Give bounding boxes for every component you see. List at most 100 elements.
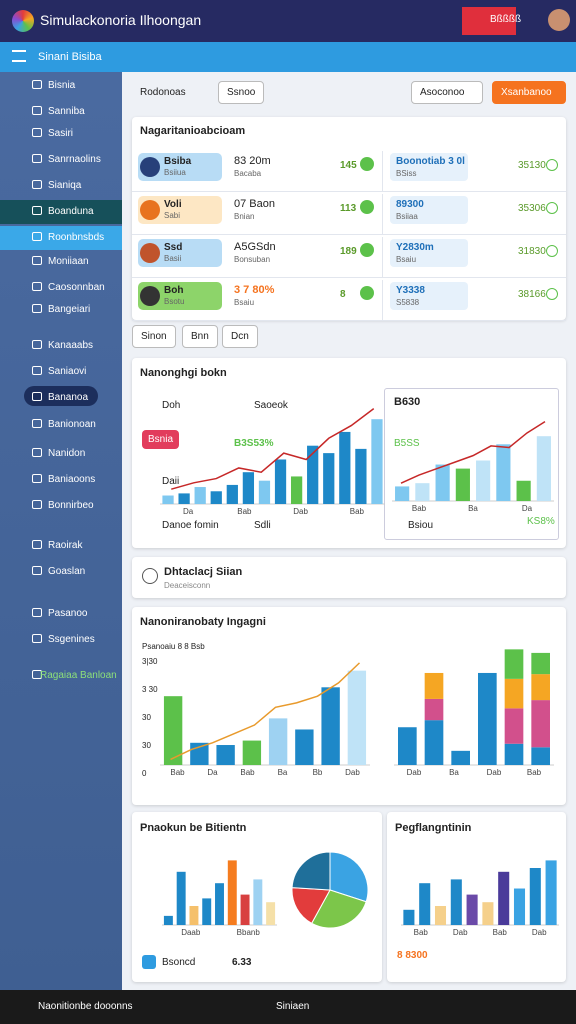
bar-segment [451,750,470,765]
toolbar-left[interactable]: Rodonoas [140,87,186,98]
bar [216,745,235,765]
row-right: Y3338 [396,285,425,296]
tab[interactable]: Bnn [182,325,218,348]
bar [242,472,255,504]
nav-icon [32,608,42,617]
nav-item[interactable]: Pasanoo [48,608,88,619]
y-tick-label: 3|30 [142,657,158,666]
nav-item[interactable]: Sanrnaolins [48,154,101,165]
pie-slice [291,851,331,891]
alert-label[interactable]: Bßßßß [490,14,522,25]
row-right-count: 38166 [518,289,546,300]
nav-item[interactable]: Bananoa [48,392,89,403]
bar [274,459,287,504]
bar [163,696,183,765]
bar [176,871,186,925]
toolbar-right-dropdown[interactable]: Asoconoo [411,81,483,104]
bar [516,480,531,501]
nav-item[interactable]: Moniiaan [48,256,89,267]
detail-title: Dhtaclacj Siian [164,566,243,578]
bar [268,718,288,765]
nav-item[interactable]: Banionoan [48,419,96,430]
radio[interactable] [142,568,158,584]
legend-item: Daii [162,476,180,487]
alert-button[interactable] [462,7,516,35]
nav-item[interactable]: Sasiri [48,128,74,139]
x-label: Dab [345,768,360,777]
nav-item[interactable]: Caosonnban [48,282,105,293]
nav-icon [32,340,42,349]
pie-chart [291,851,369,929]
avatar[interactable] [548,9,570,31]
bar [258,480,271,504]
row-value-sub: Bacaba [234,169,262,178]
row-status [546,159,558,171]
nav-icon [32,106,42,115]
bar [227,860,237,925]
row-sub: Bsotu [164,297,185,306]
insights-card: Nanoniranobaty Ingagni Psanoaiu 8 8 Bsb … [132,607,566,805]
nav-icon [32,670,42,679]
toolbar-dropdown[interactable]: Ssnoo [218,81,265,104]
card-title: Nanonghgi bokn [140,367,227,379]
overview-chart-right: Bab Ba Da [392,420,554,513]
bar [455,468,470,501]
nav-item[interactable]: Ssgenines [48,634,95,645]
trend-line [171,408,375,490]
overview-chart: Da Bab Dab Bab [160,408,385,516]
row-sub: Bsiiua [164,168,186,177]
bottom-right-chart: Bab Dab Bab Dab [401,860,559,937]
bar [529,868,541,925]
nav-item[interactable]: Baniaoons [48,474,96,485]
bar [482,902,494,925]
footer-center[interactable]: Siniaen [276,1001,310,1012]
bar-segment [504,743,524,765]
action-button[interactable]: Xsanbanoo [492,81,566,104]
nav-item[interactable]: Saniaovi [48,366,87,377]
nav-item[interactable]: Sianiqa [48,180,82,191]
nav-item[interactable]: Nanidon [48,448,86,459]
nav-item[interactable]: Ragaiaa Banloan [40,670,117,681]
nav-item[interactable]: Bisnia [48,80,76,91]
tab[interactable]: Sinon [132,325,176,348]
menu-icon[interactable] [12,50,26,62]
row-sub: Sabi [164,211,181,220]
bar [242,740,262,765]
x-label: Daab [181,928,201,937]
nav-item[interactable]: Bonnirbeo [48,500,94,511]
nav-item[interactable]: Sanniba [48,106,85,117]
tab[interactable]: Dcn [222,325,258,348]
sub-bar: Sinani Bisiba [0,42,576,72]
nav-icon [32,180,42,189]
stacked-chart: Dab Ba Dab Bab [394,649,554,777]
nav-item[interactable]: Raoirak [48,540,83,551]
nav-item[interactable]: Roonbnsbds [48,232,105,243]
row-badge [360,200,374,214]
bar [435,464,450,501]
nav-icon [32,80,42,89]
nav-item[interactable]: Boanduna [48,206,94,217]
bar-segment [504,678,524,709]
detail-card[interactable]: Dhtaclacj Siian Deaceisconn [132,557,566,598]
nav-icon [32,128,42,137]
row-right-sub: BSiss [396,169,417,178]
nav-item[interactable]: Kanaaabs [48,340,94,351]
row-right-sub: S5838 [396,298,420,307]
bar [339,431,351,504]
nav-item[interactable]: Bangeiari [48,304,91,315]
x-label: Bab [170,768,185,777]
nav-item[interactable]: Goaslan [48,566,86,577]
row-right-sub: Bsiiaa [396,212,418,221]
x-label: Ba [278,768,288,777]
bottom-right-card: Pegflangntinin Bab Dab Bab Dab 8 8300 [387,812,566,982]
col-divider [382,194,383,234]
nav-icon [32,448,42,457]
trend-line [400,420,546,484]
bar-segment [424,720,444,765]
nav-icon [32,256,42,265]
x-label: Bbanb [237,928,261,937]
legend-item: Bsiou [408,520,434,531]
bar-segment [424,698,444,721]
nav-icon [32,366,42,375]
bar [210,491,222,504]
